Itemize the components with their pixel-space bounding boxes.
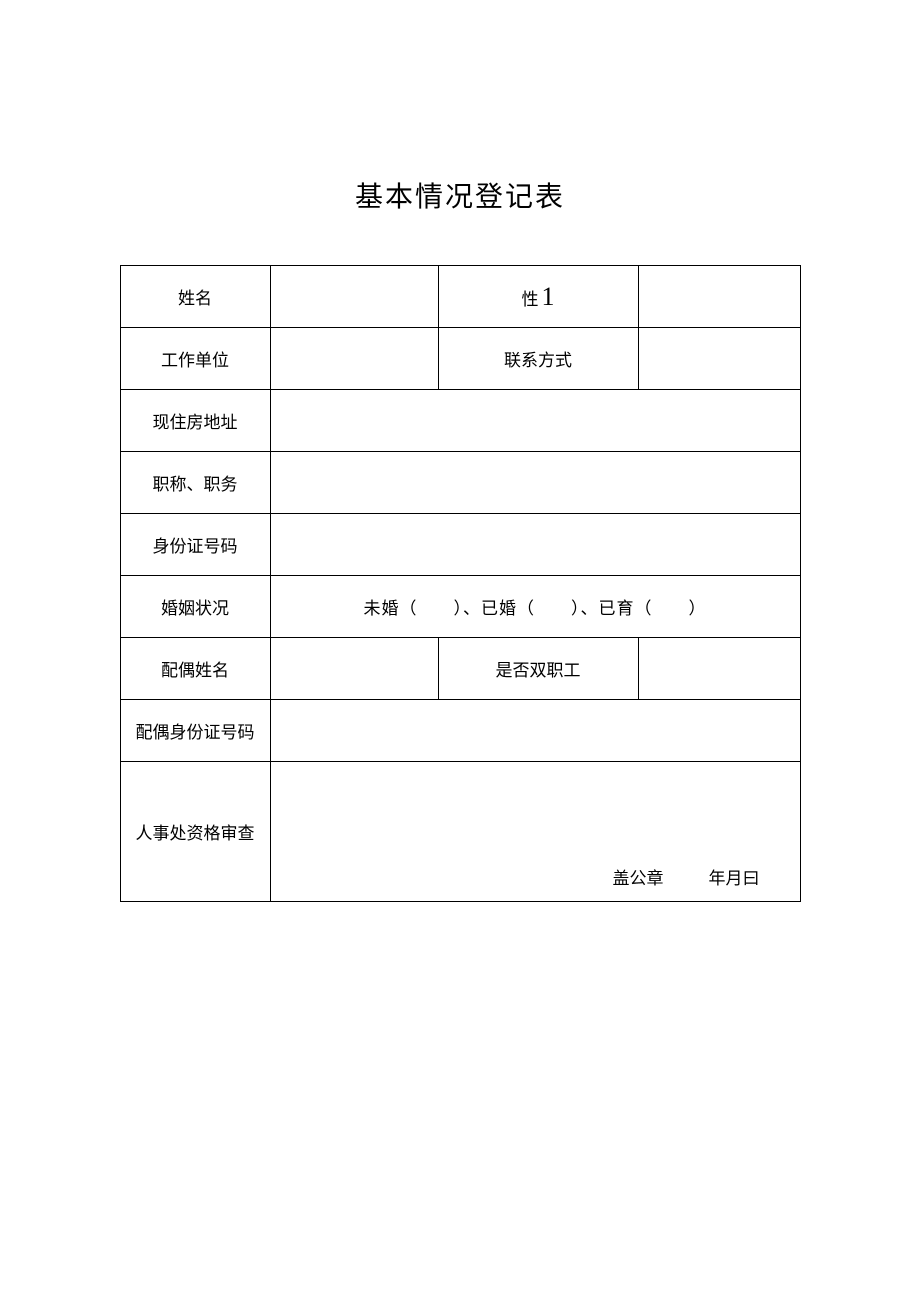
name-label: 姓名 bbox=[120, 266, 270, 328]
spouse-name-value bbox=[270, 638, 438, 700]
stamp-label: 盖公章 bbox=[613, 869, 664, 888]
table-row: 工作单位 联系方式 bbox=[120, 328, 800, 390]
gender-number: 1 bbox=[542, 282, 555, 311]
gender-label-cell: 性1 bbox=[438, 266, 638, 328]
workplace-value bbox=[270, 328, 438, 390]
registration-form-table: 姓名 性1 工作单位 联系方式 现住房地址 职称、职务 身份证号码 婚姻状况 bbox=[120, 265, 801, 902]
spouse-id-value bbox=[270, 700, 800, 762]
marital-value: 未婚（ ）、已婚（ ）、已育（ ） bbox=[270, 576, 800, 638]
review-content-cell: 盖公章 年月曰 bbox=[270, 762, 800, 902]
address-label: 现住房地址 bbox=[120, 390, 270, 452]
jobtitle-value bbox=[270, 452, 800, 514]
dual-worker-value bbox=[638, 638, 800, 700]
spouse-id-label: 配偶身份证号码 bbox=[120, 700, 270, 762]
dual-worker-label: 是否双职工 bbox=[438, 638, 638, 700]
marital-label: 婚姻状况 bbox=[120, 576, 270, 638]
id-label: 身份证号码 bbox=[120, 514, 270, 576]
gender-value bbox=[638, 266, 800, 328]
workplace-label: 工作单位 bbox=[120, 328, 270, 390]
contact-label: 联系方式 bbox=[438, 328, 638, 390]
spouse-name-label: 配偶姓名 bbox=[120, 638, 270, 700]
id-value bbox=[270, 514, 800, 576]
table-row: 现住房地址 bbox=[120, 390, 800, 452]
address-value bbox=[270, 390, 800, 452]
gender-label-text: 性 bbox=[522, 290, 539, 309]
table-row: 姓名 性1 bbox=[120, 266, 800, 328]
date-label: 年月曰 bbox=[709, 869, 760, 888]
page-title: 基本情况登记表 bbox=[0, 0, 920, 265]
table-row: 婚姻状况 未婚（ ）、已婚（ ）、已育（ ） bbox=[120, 576, 800, 638]
review-label: 人事处资格审查 bbox=[120, 762, 270, 902]
table-row: 配偶姓名 是否双职工 bbox=[120, 638, 800, 700]
table-row: 人事处资格审查 盖公章 年月曰 bbox=[120, 762, 800, 902]
table-row: 配偶身份证号码 bbox=[120, 700, 800, 762]
contact-value bbox=[638, 328, 800, 390]
table-row: 身份证号码 bbox=[120, 514, 800, 576]
stamp-date-line: 盖公章 年月曰 bbox=[271, 864, 800, 889]
name-value bbox=[270, 266, 438, 328]
table-row: 职称、职务 bbox=[120, 452, 800, 514]
jobtitle-label: 职称、职务 bbox=[120, 452, 270, 514]
